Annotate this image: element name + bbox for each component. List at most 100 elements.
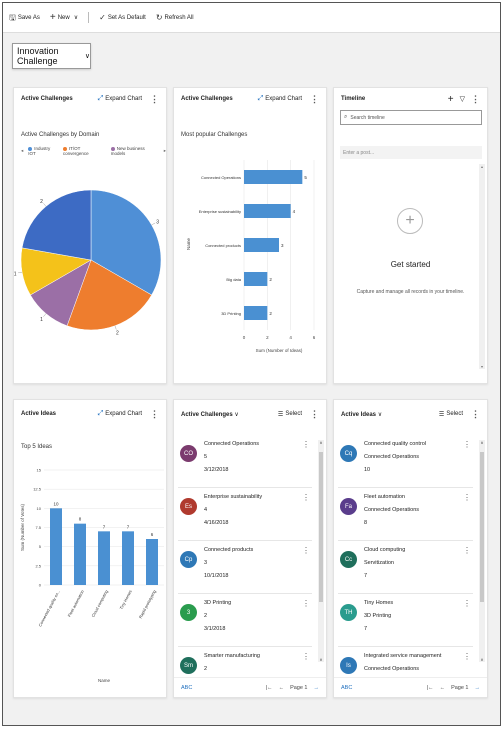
expand-chart-button[interactable]: ⤢ Expand Chart [97, 410, 142, 417]
list-item[interactable]: Cp Connected products 3 10/1/2018 ⋮ [178, 542, 312, 594]
expand-chart-button[interactable]: ⤢ Expand Chart [97, 95, 142, 102]
bar[interactable] [122, 531, 134, 585]
bar-data-label: 5 [304, 175, 307, 180]
more-options-icon[interactable]: ⋮ [463, 440, 471, 449]
list-item[interactable]: Cc Cloud computing Servitization 7 ⋮ [338, 542, 473, 594]
select-button[interactable]: ☰ Select [277, 411, 302, 418]
card-header: Timeline + ▽ ⋮ [334, 88, 487, 110]
scroll-thumb[interactable] [319, 452, 323, 602]
scroll-down-icon[interactable]: ∨ [480, 657, 484, 662]
x-tick-label: Connected quality co... [37, 589, 61, 627]
scroll-down-icon[interactable]: ▾ [480, 364, 483, 369]
list-item[interactable]: CO Connected Operations 5 3/12/2018 ⋮ [178, 436, 312, 488]
list-item[interactable]: 3 3D Printing 2 3/1/2018 ⋮ [178, 595, 312, 647]
list-item[interactable]: Es Enterprise sustainability 4 4/16/2018 ⋮ [178, 489, 312, 541]
list-scrollbar[interactable]: ∧ ∨ [479, 440, 485, 662]
alphabet-filter[interactable]: ABC [341, 684, 353, 691]
bar[interactable] [244, 272, 268, 286]
previous-page-icon[interactable]: ← [439, 684, 446, 691]
more-options-icon[interactable]: ⋮ [302, 493, 310, 502]
scroll-down-icon[interactable]: ∨ [319, 657, 323, 662]
scroll-up-icon[interactable]: ▴ [480, 164, 483, 169]
list-item-text: Connected quality control Connected Opera… [364, 438, 426, 477]
more-options-icon[interactable]: ⋮ [302, 599, 310, 608]
pie-leader-line [43, 313, 47, 317]
list-item[interactable]: TH Tiny Homes 3D Printing 7 ⋮ [338, 595, 473, 647]
dashboard-selector[interactable]: Innovation Challenge ∨ [12, 43, 91, 69]
y-tick-label: 0 [39, 583, 42, 588]
more-options-icon[interactable]: ⋮ [150, 408, 159, 419]
legend-next-icon[interactable]: ▸ [163, 148, 166, 153]
enter-post-input[interactable]: Enter a post... [340, 146, 482, 159]
select-button[interactable]: ☰ Select [438, 411, 463, 418]
card-title: Active Challenges [21, 96, 73, 102]
bar[interactable] [244, 204, 291, 218]
first-page-icon[interactable]: |← [265, 684, 273, 691]
bar[interactable] [244, 238, 279, 252]
more-options-icon[interactable]: ⋮ [463, 652, 471, 661]
set-as-default-button[interactable]: ✓ Set As Default [99, 12, 146, 22]
command-bar: 🖫 Save As + New ∨ ✓ Set As Default ↻ Ref… [3, 3, 500, 33]
bar[interactable] [244, 306, 268, 320]
scroll-up-icon[interactable]: ∧ [319, 440, 323, 445]
y-tick-label: Big data [226, 277, 241, 282]
list-item[interactable]: Cq Connected quality control Connected Ope… [338, 436, 473, 488]
more-options-icon[interactable]: ⋮ [471, 93, 480, 104]
get-started-add-icon[interactable]: + [397, 208, 423, 234]
y-tick-label: 5 [39, 544, 42, 549]
bar[interactable] [50, 508, 62, 585]
alphabet-filter[interactable]: ABC [181, 684, 193, 691]
filter-icon[interactable]: ▽ [459, 96, 465, 103]
scroll-thumb[interactable] [480, 452, 484, 602]
x-axis-label: Name [98, 678, 111, 683]
pie-slice[interactable] [66, 259, 152, 331]
view-selector[interactable]: Active Challenges ∨ [181, 411, 239, 418]
avatar: Es [180, 498, 197, 515]
page-label: Page 1 [290, 684, 308, 691]
more-options-icon[interactable]: ⋮ [463, 493, 471, 502]
chevron-down-icon: ∨ [73, 15, 79, 21]
view-selector[interactable]: Active Ideas ∨ [341, 411, 383, 418]
bar[interactable] [98, 531, 110, 585]
bar[interactable] [244, 170, 303, 184]
previous-page-icon[interactable]: ← [278, 684, 285, 691]
new-button[interactable]: + New ∨ [49, 11, 79, 23]
bar-data-label: 6 [151, 532, 154, 537]
ideas-list-card: Active Ideas ∨ ☰ Select ⋮ Cq Connected qu… [333, 399, 488, 698]
more-options-icon[interactable]: ⋮ [463, 599, 471, 608]
save-as-button[interactable]: 🖫 Save As [9, 12, 40, 22]
search-timeline-input[interactable]: ⌕ Search timeline [340, 110, 482, 125]
more-options-icon[interactable]: ⋮ [150, 93, 159, 104]
checkmark-icon: ✓ [99, 12, 106, 22]
list-scrollbar[interactable]: ∧ ∨ [318, 440, 324, 662]
more-options-icon[interactable]: ⋮ [310, 93, 319, 104]
list-item[interactable]: Fa Fleet automation Connected Operations 8 ⋮ [338, 489, 473, 541]
list-item-field: 4 [204, 507, 208, 513]
more-options-icon[interactable]: ⋮ [463, 546, 471, 555]
bar[interactable] [74, 523, 86, 585]
legend-item: Industry IOT [28, 146, 51, 156]
scroll-up-icon[interactable]: ∧ [480, 440, 484, 445]
list-item[interactable]: Is Integrated service management Connected… [338, 648, 473, 697]
add-icon[interactable]: + [447, 93, 454, 105]
list-item-field: Connected products [204, 547, 254, 553]
next-page-icon[interactable]: → [474, 684, 481, 691]
refresh-all-button[interactable]: ↻ Refresh All [155, 12, 194, 22]
more-options-icon[interactable]: ⋮ [310, 408, 319, 419]
legend-prev-icon[interactable]: ◂ [21, 148, 24, 153]
timeline-card: Timeline + ▽ ⋮ ⌕ Search timeline Enter a… [333, 87, 488, 384]
expand-chart-button[interactable]: ⤢ Expand Chart [257, 95, 302, 102]
list-item-field: 3 [204, 560, 208, 566]
more-options-icon[interactable]: ⋮ [302, 440, 310, 449]
x-tick-label: 6 [313, 335, 316, 340]
first-page-icon[interactable]: |← [426, 684, 434, 691]
bar[interactable] [146, 539, 158, 585]
pie-slice[interactable] [21, 189, 92, 261]
more-options-icon[interactable]: ⋮ [471, 408, 480, 419]
list-item[interactable]: Sm Smarter manufacturing 2 ⋮ [178, 648, 312, 697]
more-options-icon[interactable]: ⋮ [302, 652, 310, 661]
next-page-icon[interactable]: → [313, 684, 320, 691]
more-options-icon[interactable]: ⋮ [302, 546, 310, 555]
list-item-field: 3D Printing [204, 600, 232, 606]
timeline-scrollbar[interactable]: ▴ ▾ [479, 164, 485, 369]
